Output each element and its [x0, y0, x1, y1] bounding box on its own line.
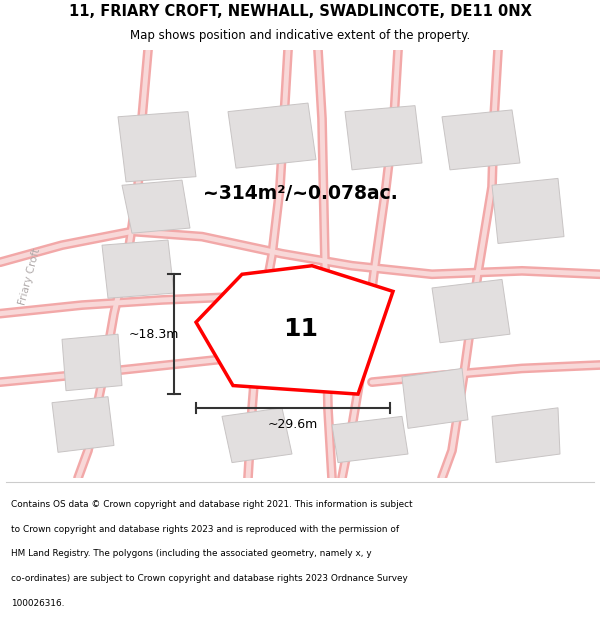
- Text: Map shows position and indicative extent of the property.: Map shows position and indicative extent…: [130, 29, 470, 42]
- Polygon shape: [332, 416, 408, 462]
- Polygon shape: [222, 408, 292, 462]
- Text: 11: 11: [284, 317, 319, 341]
- Polygon shape: [442, 110, 520, 170]
- Polygon shape: [122, 180, 190, 233]
- Text: to Crown copyright and database rights 2023 and is reproduced with the permissio: to Crown copyright and database rights 2…: [11, 525, 399, 534]
- Polygon shape: [228, 103, 316, 168]
- Polygon shape: [492, 178, 564, 244]
- Polygon shape: [345, 106, 422, 170]
- Polygon shape: [118, 112, 196, 182]
- Text: HM Land Registry. The polygons (including the associated geometry, namely x, y: HM Land Registry. The polygons (includin…: [11, 549, 371, 559]
- Text: ~314m²/~0.078ac.: ~314m²/~0.078ac.: [203, 184, 397, 203]
- Polygon shape: [196, 266, 393, 394]
- Text: Friary Croft: Friary Croft: [17, 248, 43, 306]
- Text: ~29.6m: ~29.6m: [268, 418, 318, 431]
- Text: ~18.3m: ~18.3m: [129, 328, 179, 341]
- Polygon shape: [102, 240, 174, 298]
- Text: 11, FRIARY CROFT, NEWHALL, SWADLINCOTE, DE11 0NX: 11, FRIARY CROFT, NEWHALL, SWADLINCOTE, …: [68, 4, 532, 19]
- Polygon shape: [52, 397, 114, 452]
- Polygon shape: [432, 279, 510, 342]
- Text: 100026316.: 100026316.: [11, 599, 64, 608]
- Polygon shape: [402, 368, 468, 428]
- Text: Contains OS data © Crown copyright and database right 2021. This information is : Contains OS data © Crown copyright and d…: [11, 500, 412, 509]
- Polygon shape: [62, 334, 122, 391]
- Text: co-ordinates) are subject to Crown copyright and database rights 2023 Ordnance S: co-ordinates) are subject to Crown copyr…: [11, 574, 407, 583]
- Polygon shape: [492, 408, 560, 462]
